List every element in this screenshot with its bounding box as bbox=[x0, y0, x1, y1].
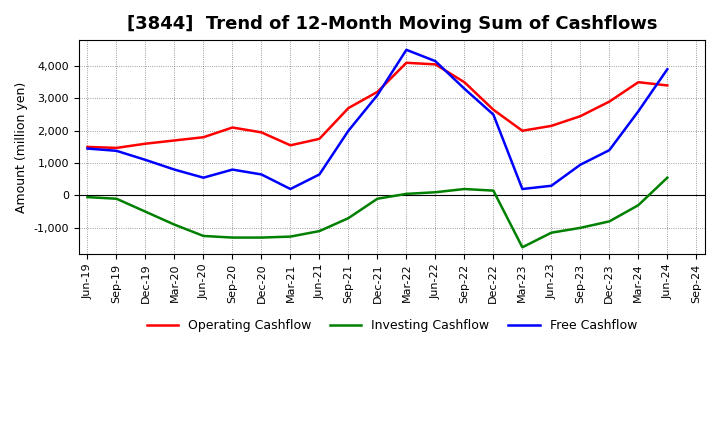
Free Cashflow bbox=[402, 47, 410, 52]
Investing Cashflow bbox=[315, 228, 324, 234]
Free Cashflow bbox=[663, 66, 672, 72]
Operating Cashflow bbox=[199, 135, 208, 140]
Free Cashflow bbox=[605, 147, 613, 153]
Operating Cashflow bbox=[141, 141, 150, 147]
Y-axis label: Amount (million yen): Amount (million yen) bbox=[15, 81, 28, 213]
Operating Cashflow bbox=[402, 60, 410, 66]
Title: [3844]  Trend of 12-Month Moving Sum of Cashflows: [3844] Trend of 12-Month Moving Sum of C… bbox=[127, 15, 657, 33]
Operating Cashflow bbox=[83, 144, 91, 150]
Operating Cashflow bbox=[576, 114, 585, 119]
Line: Free Cashflow: Free Cashflow bbox=[87, 50, 667, 189]
Operating Cashflow bbox=[460, 80, 469, 85]
Investing Cashflow bbox=[460, 187, 469, 192]
Operating Cashflow bbox=[286, 143, 294, 148]
Operating Cashflow bbox=[315, 136, 324, 142]
Free Cashflow bbox=[460, 86, 469, 92]
Free Cashflow bbox=[489, 112, 498, 117]
Investing Cashflow bbox=[83, 194, 91, 200]
Operating Cashflow bbox=[489, 107, 498, 112]
Investing Cashflow bbox=[402, 191, 410, 197]
Free Cashflow bbox=[547, 183, 556, 188]
Free Cashflow bbox=[257, 172, 266, 177]
Free Cashflow bbox=[431, 59, 440, 64]
Investing Cashflow bbox=[141, 209, 150, 214]
Investing Cashflow bbox=[228, 235, 237, 240]
Operating Cashflow bbox=[112, 145, 121, 150]
Investing Cashflow bbox=[547, 230, 556, 235]
Legend: Operating Cashflow, Investing Cashflow, Free Cashflow: Operating Cashflow, Investing Cashflow, … bbox=[142, 314, 642, 337]
Free Cashflow bbox=[576, 162, 585, 167]
Free Cashflow bbox=[373, 92, 382, 98]
Investing Cashflow bbox=[431, 190, 440, 195]
Investing Cashflow bbox=[170, 222, 179, 227]
Investing Cashflow bbox=[576, 225, 585, 231]
Free Cashflow bbox=[170, 167, 179, 172]
Operating Cashflow bbox=[605, 99, 613, 104]
Investing Cashflow bbox=[344, 216, 353, 221]
Investing Cashflow bbox=[112, 196, 121, 202]
Operating Cashflow bbox=[257, 130, 266, 135]
Investing Cashflow bbox=[518, 245, 526, 250]
Operating Cashflow bbox=[431, 62, 440, 67]
Free Cashflow bbox=[83, 146, 91, 151]
Free Cashflow bbox=[634, 109, 643, 114]
Operating Cashflow bbox=[170, 138, 179, 143]
Free Cashflow bbox=[112, 148, 121, 154]
Operating Cashflow bbox=[634, 80, 643, 85]
Operating Cashflow bbox=[518, 128, 526, 133]
Free Cashflow bbox=[344, 128, 353, 133]
Free Cashflow bbox=[315, 172, 324, 177]
Investing Cashflow bbox=[605, 219, 613, 224]
Free Cashflow bbox=[228, 167, 237, 172]
Operating Cashflow bbox=[228, 125, 237, 130]
Operating Cashflow bbox=[373, 89, 382, 95]
Operating Cashflow bbox=[344, 106, 353, 111]
Operating Cashflow bbox=[547, 123, 556, 128]
Free Cashflow bbox=[199, 175, 208, 180]
Investing Cashflow bbox=[257, 235, 266, 240]
Investing Cashflow bbox=[663, 175, 672, 180]
Investing Cashflow bbox=[199, 233, 208, 238]
Operating Cashflow bbox=[663, 83, 672, 88]
Line: Operating Cashflow: Operating Cashflow bbox=[87, 63, 667, 148]
Free Cashflow bbox=[141, 157, 150, 162]
Investing Cashflow bbox=[286, 234, 294, 239]
Investing Cashflow bbox=[489, 188, 498, 193]
Investing Cashflow bbox=[373, 196, 382, 202]
Line: Investing Cashflow: Investing Cashflow bbox=[87, 178, 667, 247]
Investing Cashflow bbox=[634, 202, 643, 208]
Free Cashflow bbox=[286, 187, 294, 192]
Free Cashflow bbox=[518, 187, 526, 192]
